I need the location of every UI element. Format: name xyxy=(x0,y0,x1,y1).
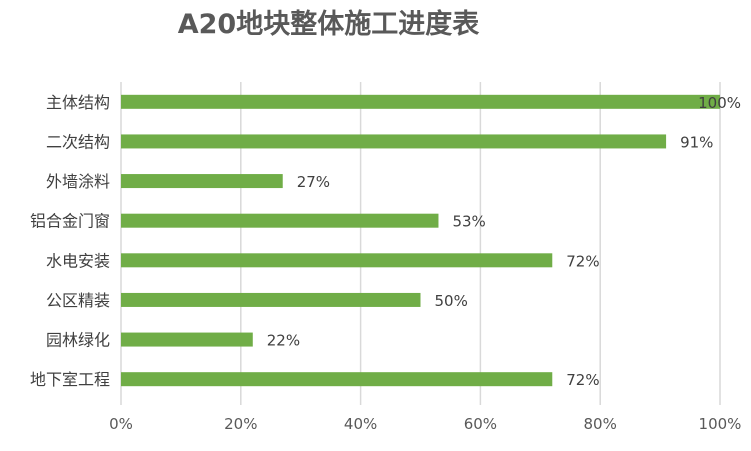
data-label: 72% xyxy=(566,252,599,270)
data-label: 100% xyxy=(698,94,741,112)
chart-title: A20地块整体施工进度表 xyxy=(177,9,480,40)
category-label: 水电安装 xyxy=(46,251,110,270)
x-axis-tick-labels: 0% 20% 40% 60% 80% 100% xyxy=(109,415,741,433)
bar xyxy=(121,134,667,149)
x-tick-label: 0% xyxy=(109,415,133,433)
bar xyxy=(121,94,720,109)
bar xyxy=(121,213,439,228)
bar xyxy=(121,292,421,307)
category-label: 公区精装 xyxy=(46,291,110,310)
bar xyxy=(121,253,553,268)
x-tick-label: 60% xyxy=(464,415,497,433)
x-tick-label: 100% xyxy=(699,415,742,433)
bar xyxy=(121,174,283,189)
category-label: 地下室工程 xyxy=(30,370,110,389)
x-tick-label: 40% xyxy=(344,415,377,433)
data-label: 22% xyxy=(267,332,300,350)
x-tick-label: 80% xyxy=(584,415,617,433)
category-label: 主体结构 xyxy=(46,93,110,112)
category-label: 园林绿化 xyxy=(46,331,110,350)
data-label: 50% xyxy=(435,292,468,310)
grid-lines xyxy=(120,82,721,405)
x-tick-label: 20% xyxy=(224,415,257,433)
category-label: 外墙涂料 xyxy=(46,172,110,191)
category-label: 二次结构 xyxy=(46,132,110,151)
data-label: 91% xyxy=(680,133,713,151)
data-label: 53% xyxy=(452,213,485,231)
data-labels: 100% 91% 27% 53% 72% 50% 22% 72% xyxy=(267,94,741,389)
bar xyxy=(121,332,253,347)
data-label: 72% xyxy=(566,371,599,389)
category-label: 铝合金门窗 xyxy=(30,212,110,231)
bars xyxy=(121,94,720,387)
data-label: 27% xyxy=(297,173,330,191)
bar xyxy=(121,372,553,387)
